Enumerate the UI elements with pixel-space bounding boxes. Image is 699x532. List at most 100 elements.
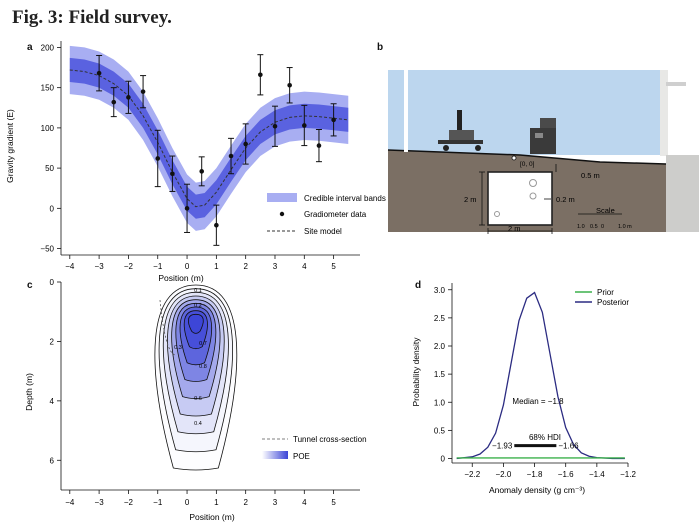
panel-d-legend: Prior Posterior (575, 288, 629, 307)
contour-0.9 (188, 313, 204, 334)
x-tick-label: −1 (153, 498, 163, 507)
legend-point-swatch (279, 211, 285, 217)
legend-poe-label: POE (293, 452, 310, 461)
y-tick-label: 0.5 (434, 426, 446, 435)
data-point (258, 72, 263, 78)
panel-c-ylabel: Depth (m) (24, 373, 34, 411)
panel-label-b: b (377, 42, 384, 53)
data-point (96, 70, 102, 76)
data-point (155, 156, 161, 161)
credible-band-outer (69, 45, 349, 231)
x-tick-label: −2 (124, 262, 134, 271)
gradiometer-cart-icon (438, 110, 483, 151)
data-point (214, 222, 219, 228)
x-tick-label: −4 (65, 262, 75, 271)
y-tick-label: 3.0 (434, 286, 446, 295)
x-tick-label: −2 (124, 498, 134, 507)
legend-point-label: Gradiometer data (304, 210, 367, 219)
x-tick-label: 5 (331, 498, 336, 507)
x-tick-label: 4 (302, 498, 307, 507)
label-0-2m: 0.2 m (556, 195, 575, 204)
y-tick-label: 0 (50, 204, 55, 213)
tunnel-pipe-icon (529, 192, 537, 200)
figure-title: Fig. 3: Field survey. (12, 7, 172, 28)
y-tick-label: 1.5 (434, 370, 446, 379)
y-tick-label: 2 (50, 337, 55, 346)
x-tick-label: −1.2 (620, 470, 636, 479)
y-tick-label: 150 (41, 84, 55, 93)
contour-0.3 (162, 291, 229, 435)
x-tick-label: −3 (95, 498, 105, 507)
y-tick-label: 200 (41, 43, 55, 52)
panel-label-d: d (415, 280, 422, 291)
data-point (184, 206, 190, 211)
contour-0.5 (171, 299, 221, 399)
contour-0.2 (158, 288, 233, 453)
left-wall (404, 70, 408, 152)
x-tick-label: −1 (153, 262, 163, 271)
x-tick-label: 1 (214, 262, 219, 271)
x-tick-label: −1.8 (527, 470, 543, 479)
tunnel-cross-section-line (159, 299, 176, 356)
data-point (170, 171, 175, 177)
x-tick-label: 5 (331, 262, 336, 271)
data-point (126, 95, 131, 100)
ground-surface (387, 149, 667, 165)
y-tick-label: 0 (441, 455, 446, 464)
legend-band-label: Credible interval bands (304, 194, 386, 203)
x-tick-label: 0 (185, 262, 190, 271)
x-tick-label: −2.2 (464, 470, 480, 479)
x-tick-label: 4 (302, 262, 307, 271)
dimension-lines (479, 164, 622, 234)
panel-label-a: a (27, 42, 33, 53)
hdi-high-label: −1.66 (558, 442, 579, 451)
tunnel-pipe-icon (494, 211, 500, 217)
gradiometer-points (96, 54, 337, 246)
contour-label: 0.1 (194, 288, 202, 294)
scale-tick: 0.5 (590, 224, 598, 230)
legend-poe-swatch (262, 451, 288, 459)
label-2m-vertical: 2 m (464, 195, 477, 204)
contour-label: 0.2 (194, 303, 202, 309)
data-point (243, 141, 248, 147)
y-tick-label: 4 (50, 397, 55, 406)
legend-prior-label: Prior (597, 288, 614, 297)
origin-label: [0, 0] (520, 161, 535, 168)
legend-tunnel-label: Tunnel cross-section (293, 435, 367, 444)
hdi-label: 68% HDI (529, 433, 561, 442)
data-point (140, 89, 146, 94)
data-point (302, 123, 307, 128)
scale-tick: 0 (601, 224, 604, 230)
contour-0.1 (154, 284, 238, 471)
contour-label: 0.6 (194, 396, 202, 402)
panel-c-axes: −4 −3 −2 −1 0 1 2 3 4 5 0 2 4 6 (50, 278, 360, 507)
right-building (666, 155, 699, 232)
x-tick-label: 2 (243, 262, 248, 271)
label-0-5m: 0.5 m (581, 171, 600, 180)
data-point (331, 117, 336, 123)
panel-d-xlabel: Anomaly density (g cm⁻³) (489, 485, 585, 495)
scale-tick: 1.0 m (618, 224, 632, 230)
panel-c-legend: Tunnel cross-section POE (262, 435, 367, 461)
y-tick-label: 2.0 (434, 342, 446, 351)
poe-contours (154, 284, 238, 471)
site-model-path (69, 69, 349, 208)
series-posterior (456, 291, 625, 460)
panel-c-xlabel: Position (m) (189, 512, 235, 522)
x-tick-label: 1 (214, 498, 219, 507)
data-point (111, 99, 117, 105)
right-wall (660, 70, 668, 156)
y-tick-label: 50 (45, 164, 54, 173)
x-tick-label: 3 (273, 498, 278, 507)
panel-d-axes: −2.2 −2.0 −1.8 −1.6 −1.4 −1.2 0 0.5 1.0 1.5 2.0 2.5… (434, 283, 636, 479)
legend-band-swatch (267, 193, 297, 202)
instrument-case-icon (530, 118, 556, 154)
tunnel-pipe-icon (529, 179, 537, 187)
y-tick-label: 0 (50, 278, 55, 287)
sky (388, 70, 666, 155)
data-point (199, 169, 205, 174)
panel-a-ylabel: Gravity gradient (E) (5, 109, 15, 183)
x-tick-label: −2.0 (495, 470, 511, 479)
